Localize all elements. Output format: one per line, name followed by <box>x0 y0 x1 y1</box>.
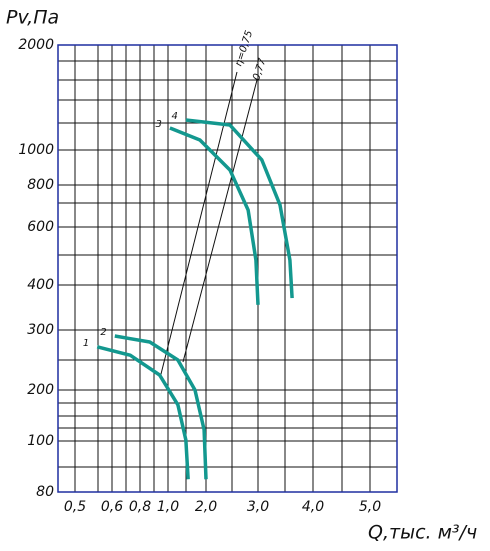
x-tick-label: 0,8 <box>129 499 151 515</box>
minor-grid <box>58 44 397 493</box>
x-axis-label: Q,тыс. м³/ч <box>368 522 477 544</box>
y-tick-label: 300 <box>27 322 54 338</box>
y-tick-label: 1000 <box>18 142 54 158</box>
x-tick-label: 2,0 <box>195 499 217 515</box>
x-tick-label: 4,0 <box>302 499 324 515</box>
x-tick-label: 0,6 <box>101 499 123 515</box>
x-tick-label: 5,0 <box>359 499 381 515</box>
y-tick-label: 2000 <box>18 37 54 53</box>
y-tick-label: 600 <box>27 219 54 235</box>
curve <box>96 345 190 480</box>
series-label: 4 <box>171 111 177 122</box>
curve <box>114 334 208 480</box>
series-label: 3 <box>156 119 162 130</box>
series-label: 1 <box>83 338 89 349</box>
curve <box>169 126 260 305</box>
efficiency-line <box>182 79 258 363</box>
y-tick-label: 200 <box>27 382 54 398</box>
curve <box>185 118 294 299</box>
y-tick-label: 800 <box>27 177 54 193</box>
y-tick-label: 100 <box>27 433 54 449</box>
x-tick-label: 3,0 <box>247 499 269 515</box>
annotation: 0,77 <box>251 57 269 82</box>
y-tick-label: 80 <box>36 484 54 500</box>
annotation: η=0,75 <box>233 29 255 68</box>
y-axis-label: Pv,Па <box>6 7 59 29</box>
plot-frame <box>57 44 398 493</box>
y-tick-label: 400 <box>27 277 54 293</box>
series-label: 2 <box>100 327 106 338</box>
x-tick-label: 1,0 <box>157 499 179 515</box>
x-tick-label: 0,5 <box>64 499 86 515</box>
